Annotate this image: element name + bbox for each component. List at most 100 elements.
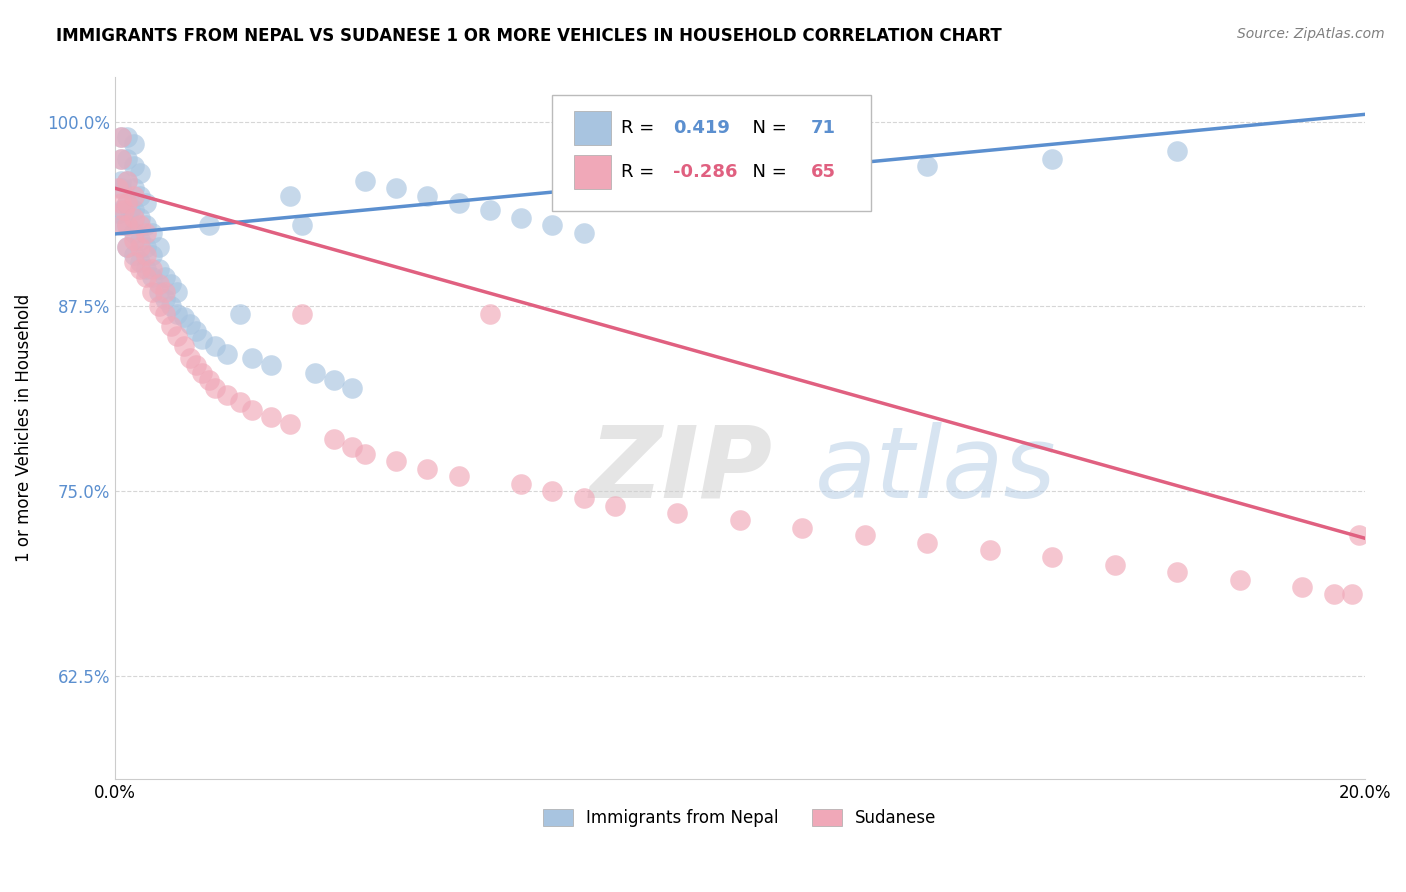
Point [141, 247, 163, 261]
Point [153, 307, 176, 321]
Point [148, 240, 170, 254]
Point [122, 159, 145, 173]
Point [197, 218, 219, 232]
Point [122, 233, 145, 247]
Point [191, 332, 214, 346]
Point [117, 240, 139, 254]
Point [112, 218, 135, 232]
Point [191, 366, 214, 380]
Point [128, 240, 150, 254]
Point [117, 174, 139, 188]
Point [541, 483, 564, 498]
Point [915, 535, 938, 549]
Point [128, 233, 150, 247]
Point [112, 203, 135, 218]
Point [160, 277, 183, 292]
Point [122, 136, 145, 151]
Point [240, 351, 263, 365]
Point [342, 440, 364, 454]
Point [792, 521, 814, 535]
Point [447, 196, 470, 211]
Point [304, 366, 326, 380]
Point [166, 329, 188, 343]
Point [478, 307, 501, 321]
Point [179, 317, 201, 331]
Point [572, 226, 595, 240]
Point [510, 476, 533, 491]
Point [135, 226, 157, 240]
Point [416, 188, 439, 202]
Point [1291, 580, 1313, 594]
Y-axis label: 1 or more Vehicles in Household: 1 or more Vehicles in Household [15, 294, 32, 562]
Point [291, 218, 314, 232]
Point [792, 166, 814, 180]
Point [110, 129, 132, 144]
Point [572, 491, 595, 506]
Point [160, 299, 183, 313]
Point [107, 181, 129, 195]
Point [1347, 528, 1369, 542]
Point [128, 255, 150, 269]
Point [122, 247, 145, 261]
Point [322, 373, 344, 387]
Point [135, 240, 157, 254]
Point [135, 247, 157, 261]
Point [1104, 558, 1126, 572]
Point [117, 129, 139, 144]
Point [148, 299, 170, 313]
Point [260, 410, 283, 425]
Point [117, 196, 139, 211]
Point [260, 359, 283, 373]
Point [278, 188, 301, 202]
Point [107, 206, 129, 220]
Point [1166, 145, 1188, 159]
Point [141, 285, 163, 299]
Point [110, 218, 132, 232]
Point [135, 269, 157, 284]
Point [117, 152, 139, 166]
Point [110, 203, 132, 218]
Point [128, 166, 150, 180]
Point [128, 218, 150, 232]
Point [322, 432, 344, 446]
Point [229, 307, 252, 321]
Point [117, 174, 139, 188]
Point [217, 388, 239, 402]
Point [179, 351, 201, 365]
Point [148, 285, 170, 299]
FancyBboxPatch shape [553, 95, 870, 211]
Point [217, 346, 239, 360]
Point [110, 152, 132, 166]
Point [141, 226, 163, 240]
Text: 65: 65 [811, 163, 837, 181]
Point [122, 203, 145, 218]
Point [141, 262, 163, 277]
Text: 71: 71 [811, 119, 837, 137]
Text: -0.286: -0.286 [673, 163, 738, 181]
Point [1341, 587, 1364, 601]
Point [204, 339, 226, 353]
Text: N =: N = [741, 163, 793, 181]
Text: 0.419: 0.419 [673, 119, 730, 137]
Point [478, 203, 501, 218]
Point [184, 359, 207, 373]
Point [128, 211, 150, 225]
Point [291, 307, 314, 321]
Point [160, 318, 183, 333]
Point [666, 181, 689, 195]
Point [385, 454, 408, 468]
Point [122, 226, 145, 240]
Point [166, 307, 188, 321]
Point [353, 174, 375, 188]
Point [117, 218, 139, 232]
Point [278, 417, 301, 432]
Point [342, 380, 364, 394]
Point [173, 310, 195, 324]
Text: IMMIGRANTS FROM NEPAL VS SUDANESE 1 OR MORE VEHICLES IN HOUSEHOLD CORRELATION CH: IMMIGRANTS FROM NEPAL VS SUDANESE 1 OR M… [56, 27, 1002, 45]
Point [979, 543, 1001, 558]
Point [1322, 587, 1344, 601]
Point [173, 339, 195, 353]
Point [1040, 550, 1063, 565]
Point [117, 240, 139, 254]
Point [353, 447, 375, 461]
